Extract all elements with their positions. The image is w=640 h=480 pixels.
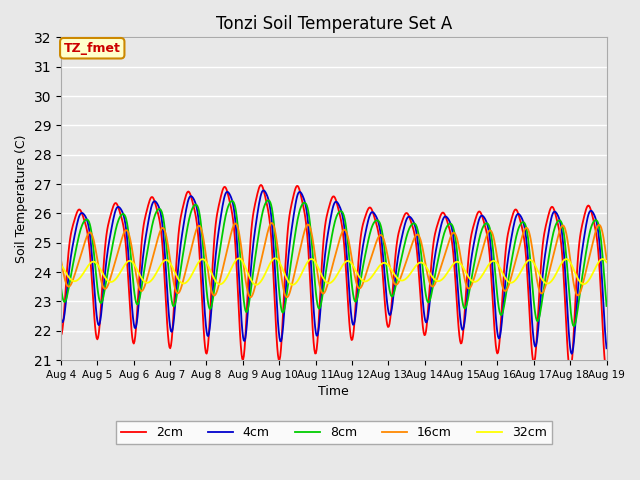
8cm: [123, 220, 131, 226]
Legend: 2cm, 4cm, 8cm, 16cm, 32cm: 2cm, 4cm, 8cm, 16cm, 32cm: [116, 421, 552, 444]
16cm: [207, 287, 215, 292]
2cm: [67, 232, 75, 238]
8cm: [179, 255, 186, 261]
4cm: [207, 310, 215, 316]
Line: 16cm: 16cm: [61, 223, 607, 297]
16cm: [67, 282, 75, 288]
32cm: [207, 269, 215, 275]
2cm: [123, 256, 131, 262]
32cm: [603, 259, 611, 265]
2cm: [57, 333, 65, 338]
8cm: [603, 303, 611, 309]
32cm: [57, 262, 65, 268]
Title: Tonzi Soil Temperature Set A: Tonzi Soil Temperature Set A: [216, 15, 452, 33]
8cm: [417, 246, 424, 252]
4cm: [260, 188, 268, 193]
4cm: [57, 315, 65, 321]
Text: TZ_fmet: TZ_fmet: [64, 42, 121, 55]
X-axis label: Time: Time: [318, 385, 349, 398]
Line: 8cm: 8cm: [61, 200, 607, 326]
Line: 32cm: 32cm: [61, 258, 607, 285]
4cm: [123, 234, 131, 240]
8cm: [264, 197, 272, 203]
4cm: [603, 346, 611, 351]
Line: 2cm: 2cm: [61, 185, 607, 372]
8cm: [67, 274, 75, 279]
16cm: [402, 261, 410, 267]
4cm: [417, 271, 424, 276]
4cm: [67, 254, 75, 260]
32cm: [271, 255, 279, 261]
2cm: [257, 182, 265, 188]
16cm: [268, 220, 276, 226]
4cm: [401, 222, 408, 228]
16cm: [57, 256, 65, 262]
16cm: [603, 256, 611, 262]
16cm: [417, 240, 425, 246]
Y-axis label: Soil Temperature (C): Soil Temperature (C): [15, 134, 28, 263]
16cm: [123, 228, 131, 233]
2cm: [603, 369, 611, 375]
2cm: [401, 212, 408, 217]
32cm: [67, 276, 75, 282]
32cm: [123, 259, 131, 265]
8cm: [57, 284, 65, 289]
2cm: [207, 290, 215, 296]
32cm: [402, 276, 410, 282]
4cm: [568, 351, 575, 357]
16cm: [247, 294, 255, 300]
8cm: [570, 324, 578, 329]
32cm: [417, 260, 425, 265]
8cm: [401, 241, 408, 247]
2cm: [179, 207, 186, 213]
8cm: [207, 304, 215, 310]
2cm: [417, 297, 424, 302]
32cm: [289, 282, 296, 288]
4cm: [179, 230, 186, 236]
16cm: [179, 281, 186, 287]
Line: 4cm: 4cm: [61, 191, 607, 354]
32cm: [179, 280, 186, 286]
